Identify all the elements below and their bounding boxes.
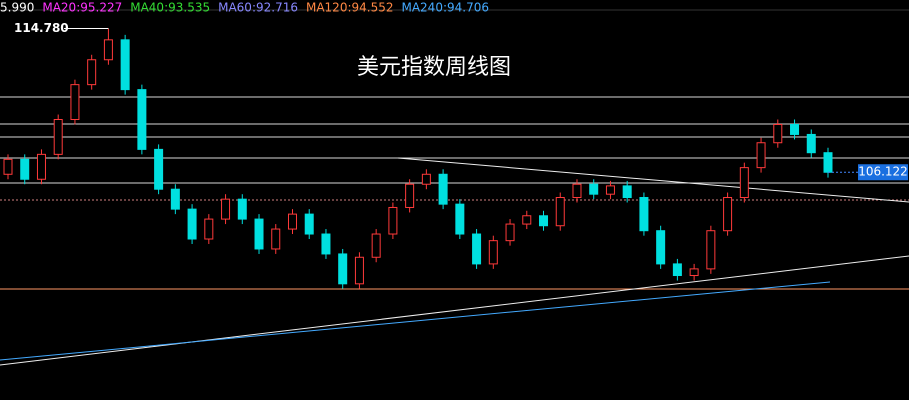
candle-body: [823, 152, 833, 173]
candle-body: [254, 218, 264, 250]
annotation-label: 114.780: [14, 21, 69, 35]
candle-body: [53, 119, 63, 155]
candle-body: [572, 183, 582, 199]
candle-body: [472, 233, 482, 265]
trend-line: [397, 157, 909, 203]
candle-body: [756, 142, 766, 169]
legend-entry: MA120:94.552: [306, 1, 394, 15]
candle-body: [405, 183, 415, 208]
candle-body: [287, 213, 297, 230]
candle-body: [338, 253, 348, 285]
legend-entry: MA60:92.716: [218, 1, 298, 15]
last-price-box: [858, 164, 908, 181]
reference-lines: [0, 9, 909, 366]
candle-body: [20, 158, 30, 180]
candle-body: [221, 198, 231, 220]
candle-body: [455, 203, 465, 235]
candle-body: [237, 198, 247, 220]
candle-body: [271, 228, 281, 250]
candle-body: [36, 153, 46, 180]
candle-body: [438, 173, 448, 205]
candle-body: [522, 215, 532, 225]
last-price-label: 106.122: [858, 165, 908, 179]
candle-body: [539, 215, 549, 227]
candle-body: [321, 233, 331, 255]
candle-body: [388, 206, 398, 235]
candle-body: [706, 230, 716, 270]
candle-body: [656, 230, 666, 265]
candle-body: [154, 148, 164, 190]
candle-body: [421, 173, 431, 185]
candle-body: [806, 133, 816, 154]
trend-line: [0, 255, 909, 366]
candle-body: [589, 183, 599, 195]
candle-body: [555, 197, 565, 227]
candle-body: [137, 89, 147, 150]
legend-entry: MA40:93.535: [130, 1, 210, 15]
candle-body: [689, 268, 699, 277]
legend: 5.990 MA20:95.227 MA40:93.535 MA60:92.716 MA…: [0, 1, 489, 15]
candle-body: [371, 233, 381, 258]
candle-body: [672, 263, 682, 277]
chart-title: 美元指数周线图: [357, 55, 511, 80]
legend-entry: MA240:94.706: [401, 1, 489, 15]
candle-body: [120, 39, 130, 91]
candle-body: [773, 123, 783, 144]
candle-body: [103, 39, 113, 61]
candle-body: [739, 167, 749, 199]
ma-line: [0, 281, 831, 361]
candle-body: [187, 208, 197, 240]
candle-body: [87, 59, 97, 86]
candle-body: [304, 213, 314, 235]
candle-body: [3, 158, 13, 175]
legend-entry: MA20:95.227: [42, 1, 122, 15]
candle-body: [204, 218, 214, 240]
candle-body: [639, 197, 649, 232]
candle-body: [723, 197, 733, 232]
candle-body: [354, 256, 364, 285]
candle-body: [605, 185, 615, 195]
candle-body: [170, 188, 180, 210]
candle-body: [622, 185, 632, 199]
candle-body: [70, 84, 80, 121]
candle-body: [488, 240, 498, 265]
legend-entry: 5.990: [0, 1, 34, 15]
candle-body: [505, 223, 515, 242]
candle-body: [790, 123, 800, 135]
